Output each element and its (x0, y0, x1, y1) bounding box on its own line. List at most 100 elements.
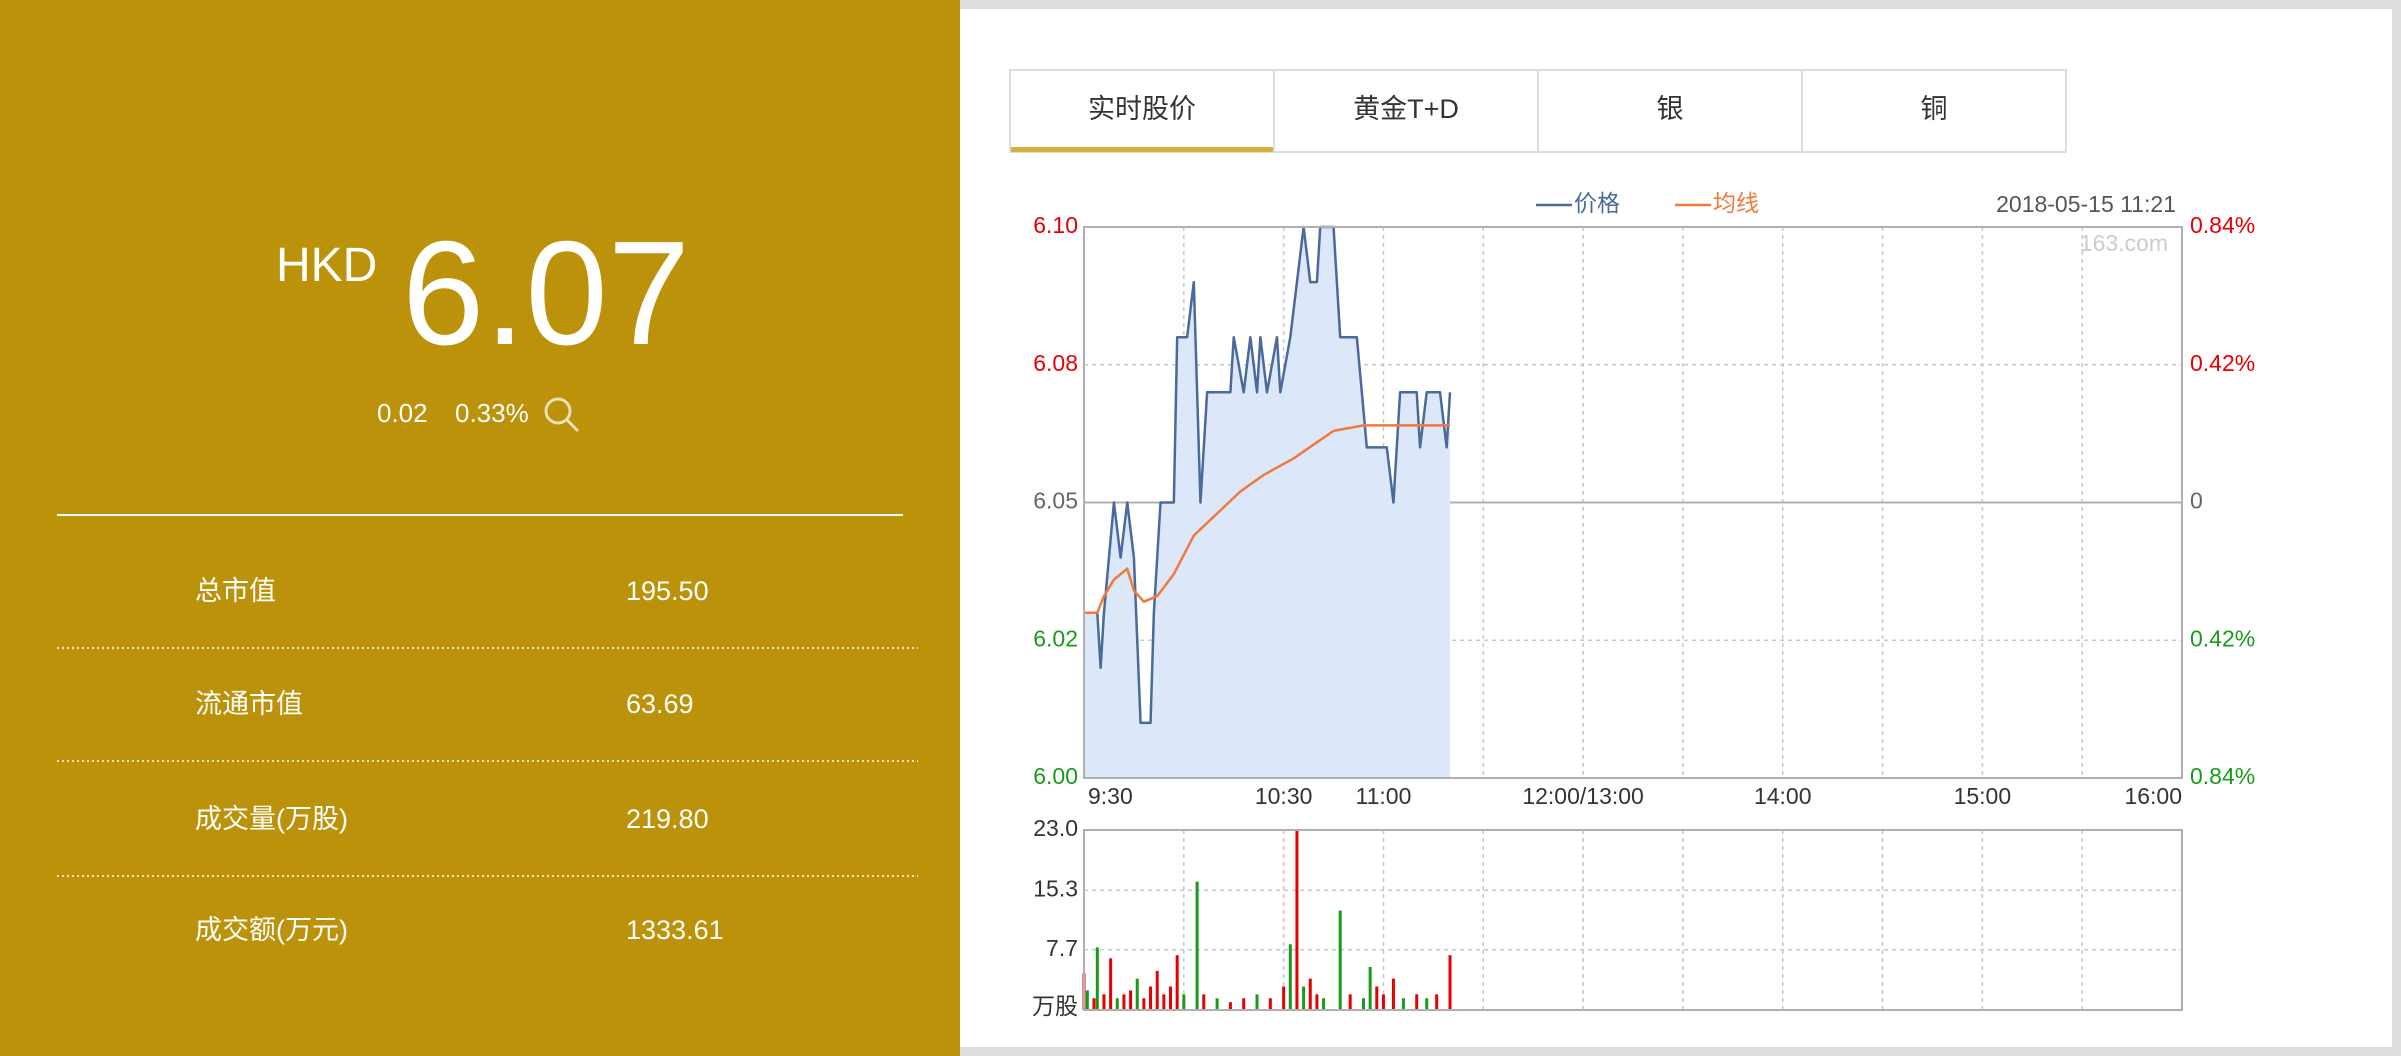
volume-bar (1085, 990, 1089, 1010)
charts: 6.00 6.02 6.05 6.08 6.10 0.84% 0.42% 0 0.42% 0.84… (1032, 190, 2255, 1019)
tab-box[interactable] (1537, 69, 1803, 153)
volume-bar (1175, 955, 1179, 1010)
volume-bar (1092, 998, 1096, 1010)
x-tick-label: 14:00 (1754, 783, 1812, 809)
volume-bar (1302, 986, 1306, 1010)
volume-bar (1202, 994, 1206, 1010)
tab-label[interactable]: 实时股价 (1088, 94, 1196, 124)
y2-tick-label: 0.84% (2190, 763, 2255, 789)
change: 0.02 (377, 398, 428, 428)
tab[interactable]: 铜 (1801, 69, 2067, 153)
price: 6.07 (402, 211, 690, 376)
stat-label: 总市值 (195, 576, 276, 606)
change-pct: 0.33% (455, 398, 529, 428)
plot-frame (1083, 226, 2183, 779)
volume-bar (1435, 994, 1439, 1010)
volume-bar (1142, 998, 1146, 1010)
tab-active-bar[interactable] (1011, 147, 1273, 152)
x-tick-label: 10:30 (1255, 783, 1313, 809)
volume-bar (1391, 978, 1395, 1010)
search-icon[interactable] (544, 397, 580, 433)
search-icon-circle[interactable] (544, 397, 572, 425)
volume-bar (1425, 998, 1429, 1010)
volume-bar (1182, 994, 1186, 1010)
volume-bar (1095, 947, 1099, 1010)
volume-bar (1129, 990, 1133, 1010)
y-tick-label: 6.08 (1033, 350, 1078, 376)
volume-bar (1322, 998, 1326, 1010)
tab-label[interactable]: 银 (1657, 94, 1684, 124)
series-line (1084, 424, 1450, 614)
volume-bar (1195, 881, 1199, 1010)
search-icon-handle[interactable] (565, 418, 580, 433)
volume-bar (1102, 994, 1106, 1010)
volume-bar (1255, 994, 1259, 1010)
volume-bar (1169, 986, 1173, 1010)
legend-label: 价格 (1574, 190, 1620, 216)
y-tick-label: 6.05 (1033, 488, 1078, 514)
volume-bar (1288, 944, 1292, 1010)
volume-bar (1155, 970, 1159, 1010)
volume-bar (1228, 1002, 1232, 1010)
tab[interactable]: 实时股价 (1009, 69, 1275, 153)
tab-box[interactable] (1801, 69, 2067, 153)
y2-tick-label: 0.42% (2190, 625, 2255, 651)
stat-label: 成交额(万元) (195, 915, 348, 945)
quote-panel (0, 0, 960, 1056)
volume-bar (1415, 994, 1419, 1010)
volume-bar (1268, 998, 1272, 1010)
volume-bar (1308, 978, 1312, 1010)
plot-frame (1083, 829, 2183, 1011)
volume-bar (1361, 998, 1365, 1010)
y-tick-label: 6.00 (1033, 763, 1078, 789)
y-tick-label: 6.02 (1033, 625, 1078, 651)
y2-tick-label: 0.84% (2190, 212, 2255, 238)
legend-label: 均线 (1713, 190, 1759, 216)
volume-bar (1162, 994, 1166, 1010)
stat-value: 63.69 (626, 689, 694, 719)
watermark: 163.com (2080, 230, 2168, 256)
tab[interactable]: 黄金T+D (1273, 69, 1539, 153)
tab-label[interactable]: 黄金T+D (1353, 94, 1459, 124)
x-tick-label: 11:00 (1356, 783, 1412, 809)
tabs: 实时股价 黄金T+D 银 铜 (1009, 69, 2067, 153)
y2-tick-label: 0 (2190, 488, 2203, 514)
x-tick-label: 15:00 (1954, 783, 2012, 809)
volume-bar (1242, 998, 1246, 1010)
volume-bar (1348, 994, 1352, 1010)
volume-bar (1115, 998, 1119, 1010)
y-tick-label: 15.3 (1033, 875, 1078, 901)
x-tick-label: 16:00 (2124, 783, 2182, 809)
y-tick-label: 6.10 (1033, 212, 1078, 238)
stat-label: 成交量(万股) (195, 804, 348, 834)
tab[interactable]: 银 (1537, 69, 1803, 153)
volume-bar (1315, 994, 1319, 1010)
volume-bar (1448, 955, 1452, 1010)
volume-bar (1149, 986, 1153, 1010)
y-tick-label: 7.7 (1046, 935, 1078, 961)
y2-tick-label: 0.42% (2190, 350, 2255, 376)
volume-bar (1215, 998, 1219, 1010)
stats-table: 总市值 195.50 流通市值 63.69 成交量(万股) 219.80 成交额(万元) 13… (57, 576, 918, 945)
volume-bar (1282, 986, 1286, 1010)
currency: HKD (276, 239, 377, 292)
series-line (1084, 225, 1452, 725)
x-tick-label: 12:00/13:00 (1522, 783, 1644, 809)
stat-value: 219.80 (626, 804, 709, 834)
chart-date: 2018-05-15 11:21 (1996, 191, 2176, 217)
volume-bar (1338, 910, 1342, 1010)
volume-bar (1295, 830, 1299, 1010)
volume-bar (1375, 986, 1379, 1010)
volume-bar (1381, 994, 1385, 1010)
volume-bar (1122, 994, 1126, 1010)
tab-box[interactable] (1273, 69, 1539, 153)
volume-bar (1109, 958, 1113, 1010)
volume-bar (1135, 978, 1139, 1010)
stat-value: 1333.61 (626, 915, 724, 945)
stat-label: 流通市值 (195, 689, 303, 719)
y-axis-unit: 万股 (1032, 993, 1078, 1019)
tab-label[interactable]: 铜 (1921, 94, 1948, 124)
volume-bar (1401, 998, 1405, 1010)
